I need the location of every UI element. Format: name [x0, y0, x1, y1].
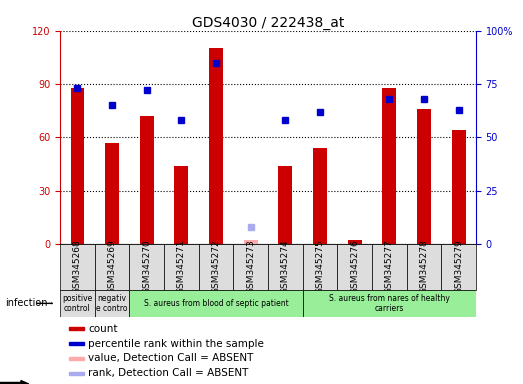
- FancyBboxPatch shape: [60, 290, 95, 317]
- Bar: [209, 48, 223, 244]
- Text: GSM345276: GSM345276: [350, 240, 359, 294]
- FancyBboxPatch shape: [60, 244, 95, 290]
- Bar: [348, 240, 361, 244]
- Bar: [105, 142, 119, 244]
- Text: GSM345272: GSM345272: [212, 240, 221, 294]
- Text: count: count: [88, 324, 118, 334]
- Text: negativ
e contro: negativ e contro: [96, 294, 128, 313]
- Bar: [70, 342, 84, 345]
- Text: GSM345268: GSM345268: [73, 240, 82, 294]
- Bar: [313, 148, 327, 244]
- Bar: [70, 357, 84, 360]
- Text: GSM345278: GSM345278: [419, 240, 428, 294]
- Bar: [140, 116, 154, 244]
- Text: GSM345275: GSM345275: [315, 240, 324, 294]
- Text: GSM345279: GSM345279: [454, 240, 463, 294]
- FancyBboxPatch shape: [95, 290, 129, 317]
- Text: value, Detection Call = ABSENT: value, Detection Call = ABSENT: [88, 353, 253, 364]
- Text: S. aureus from nares of healthy
carriers: S. aureus from nares of healthy carriers: [329, 294, 450, 313]
- Bar: [71, 88, 84, 244]
- FancyBboxPatch shape: [129, 290, 303, 317]
- Text: GSM345277: GSM345277: [385, 240, 394, 294]
- Text: positive
control: positive control: [62, 294, 93, 313]
- FancyBboxPatch shape: [407, 244, 441, 290]
- FancyBboxPatch shape: [164, 244, 199, 290]
- Bar: [417, 109, 431, 244]
- Text: GSM345270: GSM345270: [142, 240, 151, 294]
- Bar: [382, 88, 396, 244]
- FancyBboxPatch shape: [303, 290, 476, 317]
- FancyBboxPatch shape: [233, 244, 268, 290]
- Title: GDS4030 / 222438_at: GDS4030 / 222438_at: [192, 16, 344, 30]
- FancyBboxPatch shape: [199, 244, 233, 290]
- FancyBboxPatch shape: [95, 244, 129, 290]
- Text: GSM345274: GSM345274: [281, 240, 290, 294]
- Text: S. aureus from blood of septic patient: S. aureus from blood of septic patient: [144, 299, 289, 308]
- FancyBboxPatch shape: [441, 244, 476, 290]
- Bar: [70, 328, 84, 330]
- FancyBboxPatch shape: [372, 244, 407, 290]
- Text: GSM345271: GSM345271: [177, 240, 186, 294]
- Text: GSM345273: GSM345273: [246, 240, 255, 294]
- Bar: [175, 166, 188, 244]
- FancyBboxPatch shape: [268, 244, 303, 290]
- Bar: [244, 240, 258, 244]
- Text: rank, Detection Call = ABSENT: rank, Detection Call = ABSENT: [88, 368, 248, 378]
- Bar: [70, 372, 84, 375]
- Bar: [278, 166, 292, 244]
- Text: GSM345269: GSM345269: [108, 240, 117, 294]
- Text: infection: infection: [5, 298, 48, 308]
- Bar: [452, 130, 465, 244]
- FancyBboxPatch shape: [337, 244, 372, 290]
- FancyBboxPatch shape: [129, 244, 164, 290]
- Text: percentile rank within the sample: percentile rank within the sample: [88, 339, 264, 349]
- FancyBboxPatch shape: [303, 244, 337, 290]
